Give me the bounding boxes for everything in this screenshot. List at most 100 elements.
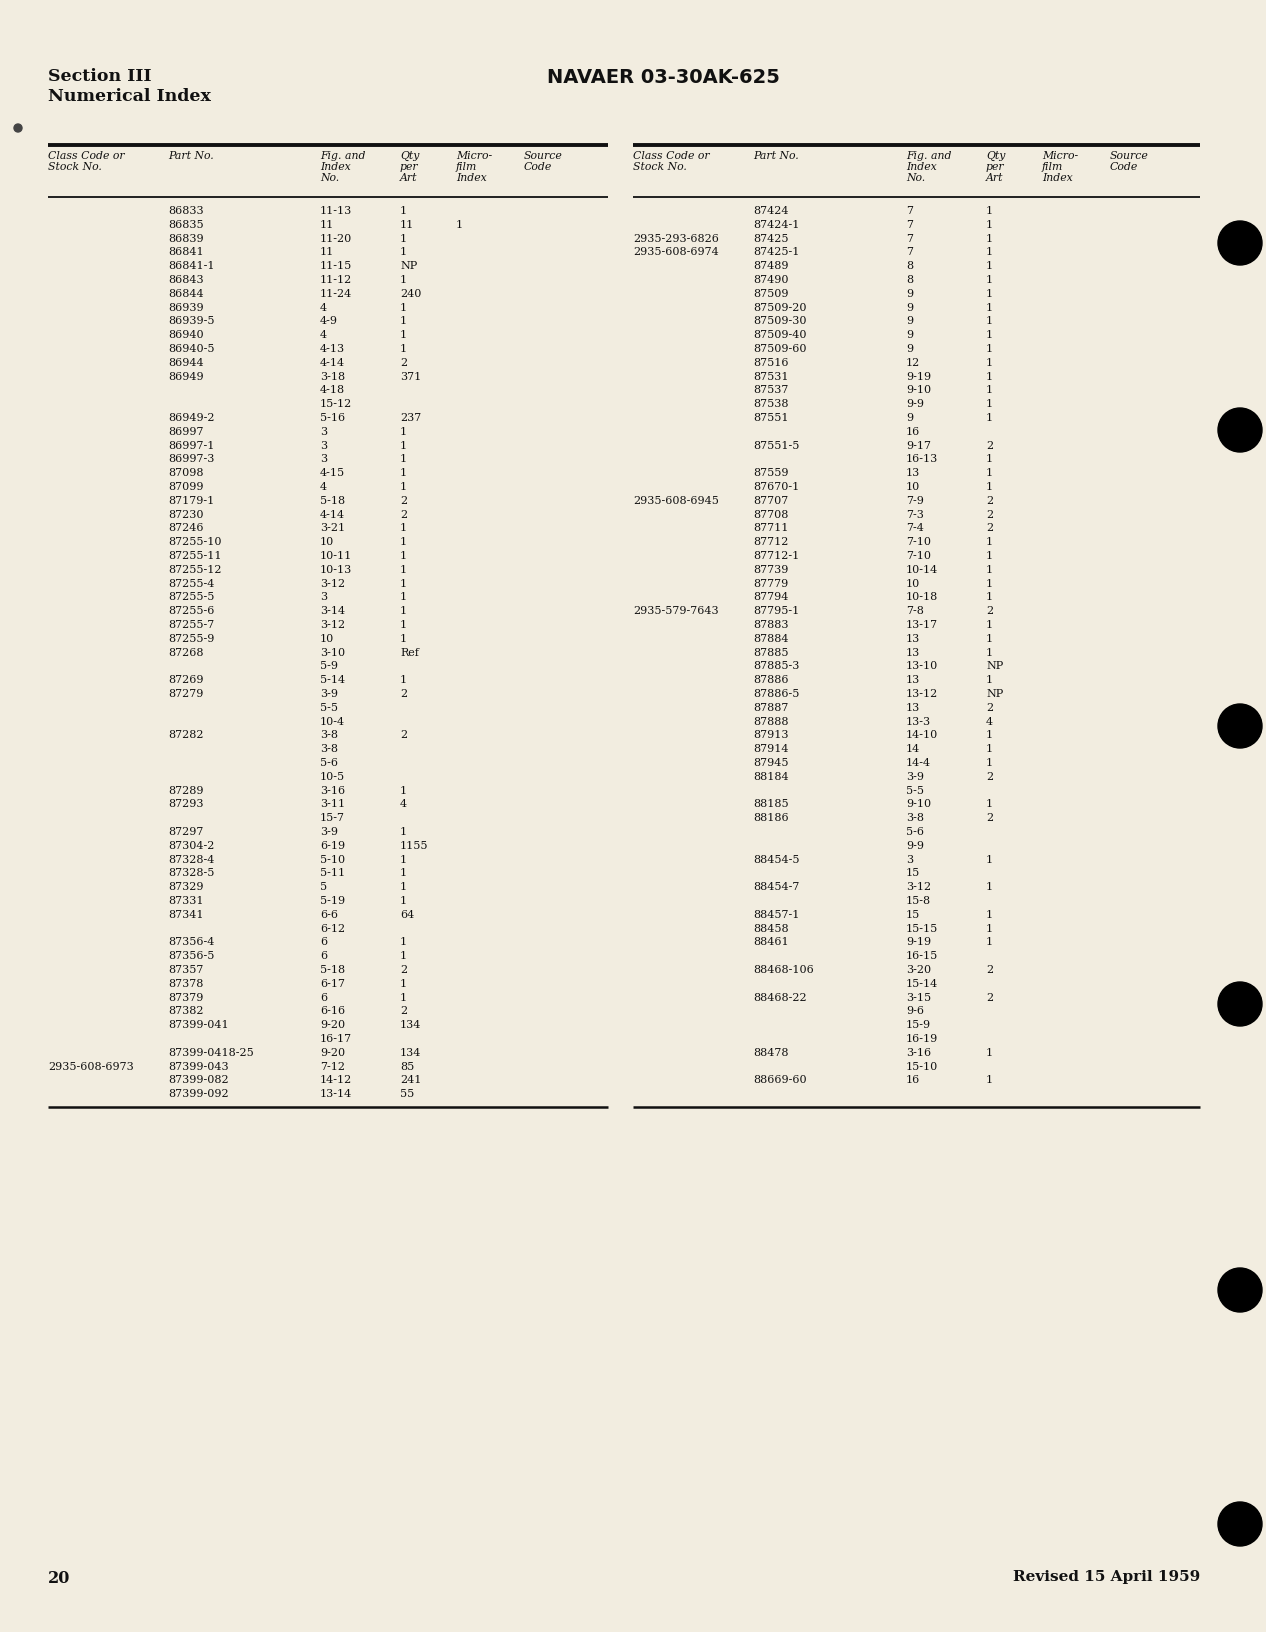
Text: 1: 1 <box>986 552 993 561</box>
Text: 2935-579-7643: 2935-579-7643 <box>633 605 719 617</box>
Text: 1: 1 <box>986 248 993 258</box>
Text: 7-4: 7-4 <box>906 524 924 534</box>
Text: 241: 241 <box>400 1075 422 1085</box>
Text: 2: 2 <box>400 496 408 506</box>
Text: 1: 1 <box>400 579 408 589</box>
Text: 87399-092: 87399-092 <box>168 1089 229 1100</box>
Text: 8: 8 <box>906 276 913 286</box>
Text: 1: 1 <box>986 909 993 920</box>
Text: Art: Art <box>400 173 418 183</box>
Text: 13: 13 <box>906 676 920 685</box>
Circle shape <box>1218 982 1262 1027</box>
Text: 87885: 87885 <box>753 648 789 658</box>
Text: NP: NP <box>986 661 1003 671</box>
Text: Micro-: Micro- <box>456 152 492 162</box>
Text: 88184: 88184 <box>753 772 789 782</box>
Text: 87255-5: 87255-5 <box>168 592 214 602</box>
Text: 2: 2 <box>986 509 993 519</box>
Text: 87279: 87279 <box>168 689 204 698</box>
Text: 2: 2 <box>986 813 993 823</box>
Text: 2: 2 <box>986 441 993 450</box>
Text: 87712-1: 87712-1 <box>753 552 799 561</box>
Text: 1: 1 <box>986 1075 993 1085</box>
Text: 1: 1 <box>400 855 408 865</box>
Text: 11-13: 11-13 <box>320 206 352 215</box>
Text: 2: 2 <box>400 731 408 741</box>
Text: 1: 1 <box>986 317 993 326</box>
Text: 1: 1 <box>986 924 993 934</box>
Text: 2: 2 <box>986 496 993 506</box>
Text: 1: 1 <box>986 357 993 367</box>
Text: 9-19: 9-19 <box>906 937 931 948</box>
Text: Part No.: Part No. <box>168 152 214 162</box>
Text: 4-13: 4-13 <box>320 344 346 354</box>
Text: 87670-1: 87670-1 <box>753 481 799 491</box>
Text: 87329: 87329 <box>168 883 204 893</box>
Text: 5: 5 <box>320 883 327 893</box>
Text: 1: 1 <box>986 855 993 865</box>
Text: 10: 10 <box>320 537 334 547</box>
Text: 1: 1 <box>986 592 993 602</box>
Text: 4-15: 4-15 <box>320 468 346 478</box>
Text: 87779: 87779 <box>753 579 789 589</box>
Text: 2: 2 <box>986 992 993 1002</box>
Text: 1: 1 <box>986 220 993 230</box>
Text: 87269: 87269 <box>168 676 204 685</box>
Text: Numerical Index: Numerical Index <box>48 88 211 104</box>
Text: 1: 1 <box>986 400 993 410</box>
Text: 16-19: 16-19 <box>906 1035 938 1044</box>
Text: 16: 16 <box>906 1075 920 1085</box>
Text: 1: 1 <box>400 206 408 215</box>
Text: 7: 7 <box>906 220 913 230</box>
Text: 13: 13 <box>906 703 920 713</box>
Text: 9: 9 <box>906 317 913 326</box>
Text: 14-4: 14-4 <box>906 757 931 769</box>
Text: 3: 3 <box>320 441 327 450</box>
Text: 88185: 88185 <box>753 800 789 809</box>
Text: 14-10: 14-10 <box>906 731 938 741</box>
Text: 87531: 87531 <box>753 372 789 382</box>
Text: 1: 1 <box>400 979 408 989</box>
Text: 1: 1 <box>400 992 408 1002</box>
Text: 9-9: 9-9 <box>906 400 924 410</box>
Text: 13: 13 <box>906 648 920 658</box>
Text: 87490: 87490 <box>753 276 789 286</box>
Text: Qty: Qty <box>400 152 419 162</box>
Text: 7: 7 <box>906 206 913 215</box>
Text: 88454-7: 88454-7 <box>753 883 799 893</box>
Text: 87378: 87378 <box>168 979 204 989</box>
Text: 87945: 87945 <box>753 757 789 769</box>
Text: per: per <box>400 162 419 171</box>
Text: Index: Index <box>906 162 937 171</box>
Text: 87255-6: 87255-6 <box>168 605 214 617</box>
Text: 4-14: 4-14 <box>320 357 346 367</box>
Text: 87282: 87282 <box>168 731 204 741</box>
Text: 1: 1 <box>986 413 993 423</box>
Text: 87425: 87425 <box>753 233 789 243</box>
Text: 3-9: 3-9 <box>906 772 924 782</box>
Text: 87913: 87913 <box>753 731 789 741</box>
Text: 10: 10 <box>906 481 920 491</box>
Text: 9-10: 9-10 <box>906 800 931 809</box>
Text: 87424: 87424 <box>753 206 789 215</box>
Text: 88186: 88186 <box>753 813 789 823</box>
Text: 87297: 87297 <box>168 827 204 837</box>
Text: 1: 1 <box>400 785 408 796</box>
Text: 87255-9: 87255-9 <box>168 633 214 643</box>
Text: 1: 1 <box>986 302 993 313</box>
Text: 1: 1 <box>986 261 993 271</box>
Text: 1: 1 <box>400 344 408 354</box>
Text: 1: 1 <box>400 233 408 243</box>
Circle shape <box>1218 703 1262 747</box>
Text: 86940-5: 86940-5 <box>168 344 214 354</box>
Text: 9: 9 <box>906 302 913 313</box>
Text: 86835: 86835 <box>168 220 204 230</box>
Text: 3-20: 3-20 <box>906 965 931 974</box>
Text: 10-11: 10-11 <box>320 552 352 561</box>
Text: 9-20: 9-20 <box>320 1020 346 1030</box>
Text: 87293: 87293 <box>168 800 204 809</box>
Text: 87708: 87708 <box>753 509 789 519</box>
Text: 13-10: 13-10 <box>906 661 938 671</box>
Text: 13-17: 13-17 <box>906 620 938 630</box>
Text: Stock No.: Stock No. <box>48 162 101 171</box>
